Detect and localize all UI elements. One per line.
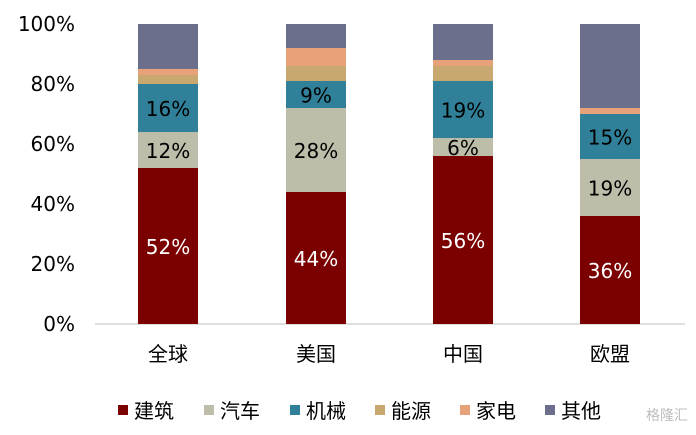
bar-segment [580, 216, 640, 324]
legend-label: 汽车 [220, 399, 260, 423]
legend-label: 其他 [561, 399, 601, 423]
bar-segment [433, 138, 493, 156]
x-tick-label: 全球 [148, 342, 188, 366]
data-label: 19% [588, 177, 632, 201]
bar-segment [286, 192, 346, 324]
bar-segment [138, 24, 198, 69]
legend-swatch [204, 405, 214, 415]
bar-segment [138, 75, 198, 84]
data-label: 12% [146, 139, 190, 163]
data-label: 28% [294, 139, 338, 163]
bar-segment [580, 159, 640, 216]
x-tick-label: 欧盟 [590, 342, 630, 366]
bar-segment [286, 24, 346, 48]
bar-segment [580, 24, 640, 108]
data-label: 52% [146, 235, 190, 259]
bar-segment [138, 168, 198, 324]
legend-label: 家电 [476, 399, 516, 423]
watermark: 格隆汇 [646, 408, 688, 424]
legend-label: 能源 [391, 399, 431, 423]
bar-segment [580, 108, 640, 114]
bar-segment [286, 48, 346, 66]
legend-swatch [118, 405, 128, 415]
bar-segment [138, 84, 198, 132]
bar-segment [433, 60, 493, 66]
y-tick-label: 40% [31, 192, 75, 216]
y-tick-label: 80% [31, 72, 75, 96]
data-label: 36% [588, 259, 632, 283]
x-tick-label: 美国 [296, 342, 336, 366]
data-label: 44% [294, 247, 338, 271]
legend-swatch [545, 405, 555, 415]
x-tick-label: 中国 [443, 342, 483, 366]
y-tick-label: 20% [31, 252, 75, 276]
bar-segment [138, 69, 198, 75]
data-label: 6% [447, 136, 479, 160]
bar-segment [286, 108, 346, 192]
bar-segment [433, 156, 493, 324]
legend-swatch [290, 405, 300, 415]
bar-segment [138, 132, 198, 168]
bar-segment [433, 24, 493, 60]
y-tick-label: 0% [43, 312, 75, 336]
bar-segment [433, 81, 493, 138]
legend-label: 机械 [306, 399, 346, 423]
bar-segment [286, 66, 346, 81]
data-label: 15% [588, 126, 632, 150]
y-tick-label: 100% [18, 12, 75, 36]
y-tick-label: 60% [31, 132, 75, 156]
bar-segment [433, 66, 493, 81]
bar-segment [580, 114, 640, 159]
legend-swatch [460, 405, 470, 415]
data-label: 19% [441, 99, 485, 123]
data-label: 9% [300, 84, 332, 108]
bar-segment [286, 81, 346, 108]
data-label: 16% [146, 97, 190, 121]
legend-label: 建筑 [134, 399, 174, 423]
data-label: 56% [441, 229, 485, 253]
legend-swatch [375, 405, 385, 415]
